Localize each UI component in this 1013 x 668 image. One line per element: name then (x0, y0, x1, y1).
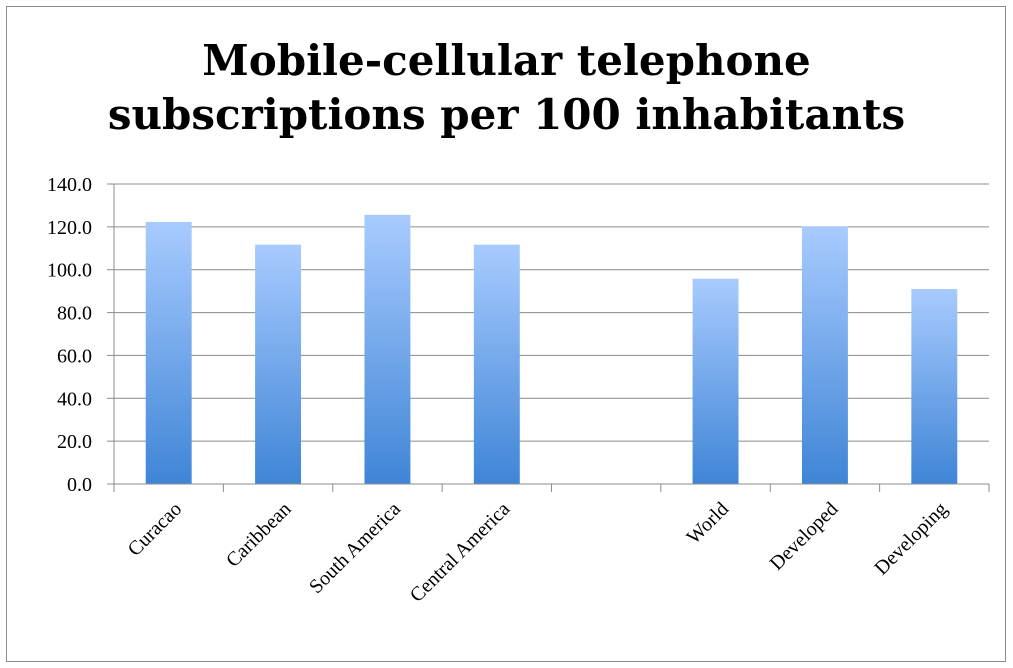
bar-developing (911, 289, 958, 484)
y-tick-label: 0.0 (67, 474, 92, 496)
chart-title-line-1: Mobile-cellular telephone (202, 36, 811, 85)
x-tick-label-south-america: South America (305, 498, 405, 598)
bar-developed (801, 226, 848, 484)
chart-title-line-2: subscriptions per 100 inhabitants (107, 90, 906, 139)
x-tick-label-developed: Developed (766, 498, 843, 575)
gridlines (114, 183, 989, 442)
bar-world (692, 278, 739, 484)
bar-south-america (364, 214, 411, 484)
y-tick-label: 20.0 (57, 431, 92, 453)
bar-central-america (473, 244, 520, 484)
y-tick-label: 140.0 (47, 174, 92, 196)
x-axis-tick-labels: Curacao Caribbean South America Central Ame… (124, 498, 952, 607)
axes (107, 183, 990, 492)
y-tick-label: 120.0 (47, 217, 92, 239)
x-tick-label-central-america: Central America (406, 498, 515, 607)
chart-title: Mobile-cellular telephone subscriptions … (0, 34, 1013, 142)
bar-curacao (145, 221, 192, 484)
x-tick-label-world: World (683, 498, 734, 549)
y-tick-label: 80.0 (57, 303, 92, 325)
bars (145, 214, 958, 484)
y-axis-tick-labels: 0.0 20.0 40.0 60.0 80.0 100.0 120.0 140.0 (47, 174, 92, 496)
x-tick-label-caribbean: Caribbean (222, 498, 296, 572)
x-tick-label-curacao: Curacao (124, 498, 187, 561)
bar-caribbean (255, 244, 302, 484)
x-tick-label-developing: Developing (870, 498, 952, 580)
y-tick-label: 100.0 (47, 260, 92, 282)
y-tick-label: 60.0 (57, 345, 92, 367)
y-tick-label: 40.0 (57, 388, 92, 410)
